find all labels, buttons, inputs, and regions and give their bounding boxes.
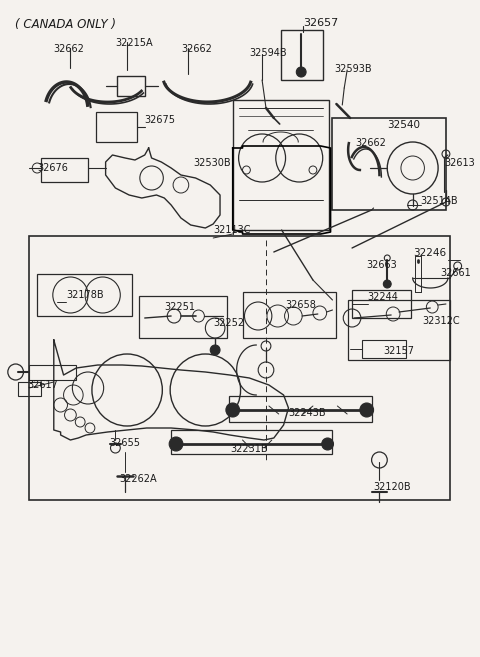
Circle shape xyxy=(384,280,391,288)
Circle shape xyxy=(322,438,334,450)
Text: 32157: 32157 xyxy=(384,346,414,356)
Text: 32594B: 32594B xyxy=(250,48,287,58)
Text: 32514B: 32514B xyxy=(420,196,458,206)
Bar xyxy=(171,430,333,454)
Text: 32312C: 32312C xyxy=(422,316,460,326)
Text: 32530B: 32530B xyxy=(193,158,231,168)
Text: 32655: 32655 xyxy=(109,438,141,448)
Text: 32617: 32617 xyxy=(27,380,58,390)
Text: 32676: 32676 xyxy=(37,163,68,173)
Text: 32658: 32658 xyxy=(286,300,316,310)
Text: 32663: 32663 xyxy=(367,260,397,270)
Text: 32113C: 32113C xyxy=(213,225,251,235)
Bar xyxy=(352,290,411,318)
Circle shape xyxy=(360,403,373,417)
Text: 32613: 32613 xyxy=(444,158,475,168)
Text: 32262A: 32262A xyxy=(120,474,157,484)
Bar xyxy=(233,100,329,230)
Text: 32231B: 32231B xyxy=(231,444,268,454)
Text: ( CANADA ONLY ): ( CANADA ONLY ) xyxy=(15,18,116,31)
Bar xyxy=(242,292,336,338)
Bar xyxy=(281,30,323,80)
Text: 32662: 32662 xyxy=(355,138,386,148)
Text: 32244: 32244 xyxy=(368,292,398,302)
Bar xyxy=(362,340,406,358)
Bar xyxy=(117,76,145,96)
Text: 32593B: 32593B xyxy=(335,64,372,74)
Text: 32252: 32252 xyxy=(213,318,244,328)
Bar xyxy=(348,300,450,360)
Circle shape xyxy=(210,345,220,355)
Text: 32540: 32540 xyxy=(387,120,420,130)
Text: 32657: 32657 xyxy=(303,18,338,28)
Text: 32251: 32251 xyxy=(164,302,195,312)
Text: 32243B: 32243B xyxy=(288,408,326,418)
Text: 32662: 32662 xyxy=(54,44,84,54)
Text: 32675: 32675 xyxy=(145,115,176,125)
Circle shape xyxy=(226,403,240,417)
Circle shape xyxy=(169,437,183,451)
Bar xyxy=(29,236,450,500)
Bar xyxy=(41,158,88,182)
Text: 32662: 32662 xyxy=(181,44,212,54)
Bar xyxy=(139,296,227,338)
Text: 32178B: 32178B xyxy=(67,290,104,300)
Bar xyxy=(18,382,41,396)
Text: 32215A: 32215A xyxy=(115,38,153,48)
Bar xyxy=(96,112,137,142)
Bar xyxy=(29,365,76,380)
Bar xyxy=(229,396,372,422)
Bar xyxy=(37,274,132,316)
Text: 32661: 32661 xyxy=(440,268,471,278)
Text: 32246: 32246 xyxy=(413,248,446,258)
Circle shape xyxy=(296,67,306,77)
Text: 32120B: 32120B xyxy=(373,482,411,492)
Bar xyxy=(333,118,446,210)
